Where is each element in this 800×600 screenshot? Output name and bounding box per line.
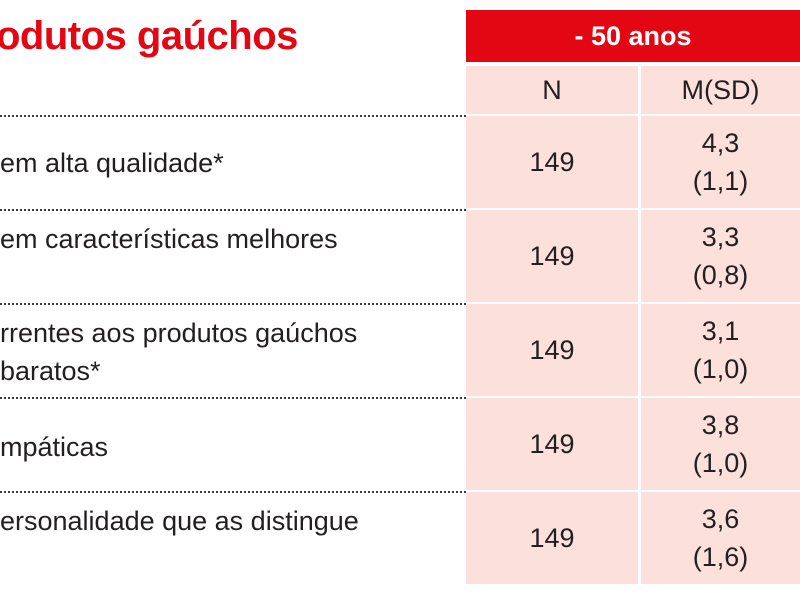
cell-divider xyxy=(466,302,800,304)
row-n-value: 149 xyxy=(529,240,575,271)
row-mean-value: 3,1 xyxy=(701,316,740,346)
row-msd-cell: 4,3 (1,1) xyxy=(641,116,800,208)
msd-column-background xyxy=(641,66,800,584)
cell-divider xyxy=(466,490,800,492)
row-msd-cell: 3,3 (0,8) xyxy=(641,210,800,302)
row-label-line: em alta qualidade* xyxy=(0,148,224,178)
row-separator xyxy=(0,115,466,117)
row-label-line: ersonalidade que as distingue xyxy=(0,506,359,536)
row-separator xyxy=(0,397,466,399)
row-n-value: 149 xyxy=(529,146,575,177)
column-header-msd: M(SD) xyxy=(681,74,760,105)
row-mean-value: 3,8 xyxy=(701,410,740,440)
row-label-line: mpáticas xyxy=(0,432,109,462)
row-label: em alta qualidade* xyxy=(0,144,460,182)
row-n-value: 149 xyxy=(529,428,575,459)
row-sd-value: (1,6) xyxy=(692,542,749,572)
row-label: mpáticas xyxy=(0,428,460,466)
row-label-line: rrentes aos produtos gaúchos xyxy=(0,318,358,348)
row-mean-value: 3,3 xyxy=(701,222,740,252)
row-label-line: baratos* xyxy=(0,356,101,386)
age-group-header: - 50 anos xyxy=(466,10,800,62)
row-sd-value: (0,8) xyxy=(692,260,749,290)
row-sd-value: (1,0) xyxy=(692,354,749,384)
cell-divider xyxy=(466,208,800,210)
row-mean-value: 4,3 xyxy=(701,128,740,158)
row-n-value: 149 xyxy=(529,522,575,553)
row-msd-cell: 3,8 (1,0) xyxy=(641,398,800,490)
row-separator xyxy=(0,491,466,493)
row-sd-value: (1,1) xyxy=(692,166,749,196)
row-mean-value: 3,6 xyxy=(701,504,740,534)
table-title: odutos gaúchos xyxy=(0,14,298,58)
row-separator xyxy=(0,209,466,211)
row-sd-value: (1,0) xyxy=(692,448,749,478)
row-label: ersonalidade que as distingue xyxy=(0,502,460,540)
row-label: rrentes aos produtos gaúchos baratos* xyxy=(0,314,460,390)
row-msd-cell: 3,1 (1,0) xyxy=(641,304,800,396)
row-label: em características melhores xyxy=(0,220,460,258)
cell-divider xyxy=(466,114,800,116)
n-column-background xyxy=(466,66,638,584)
row-n-value: 149 xyxy=(529,334,575,365)
column-header-n: N xyxy=(542,74,562,105)
row-separator xyxy=(0,303,466,305)
row-label-line: em características melhores xyxy=(0,224,338,254)
row-msd-cell: 3,6 (1,6) xyxy=(641,492,800,584)
cell-divider xyxy=(466,396,800,398)
